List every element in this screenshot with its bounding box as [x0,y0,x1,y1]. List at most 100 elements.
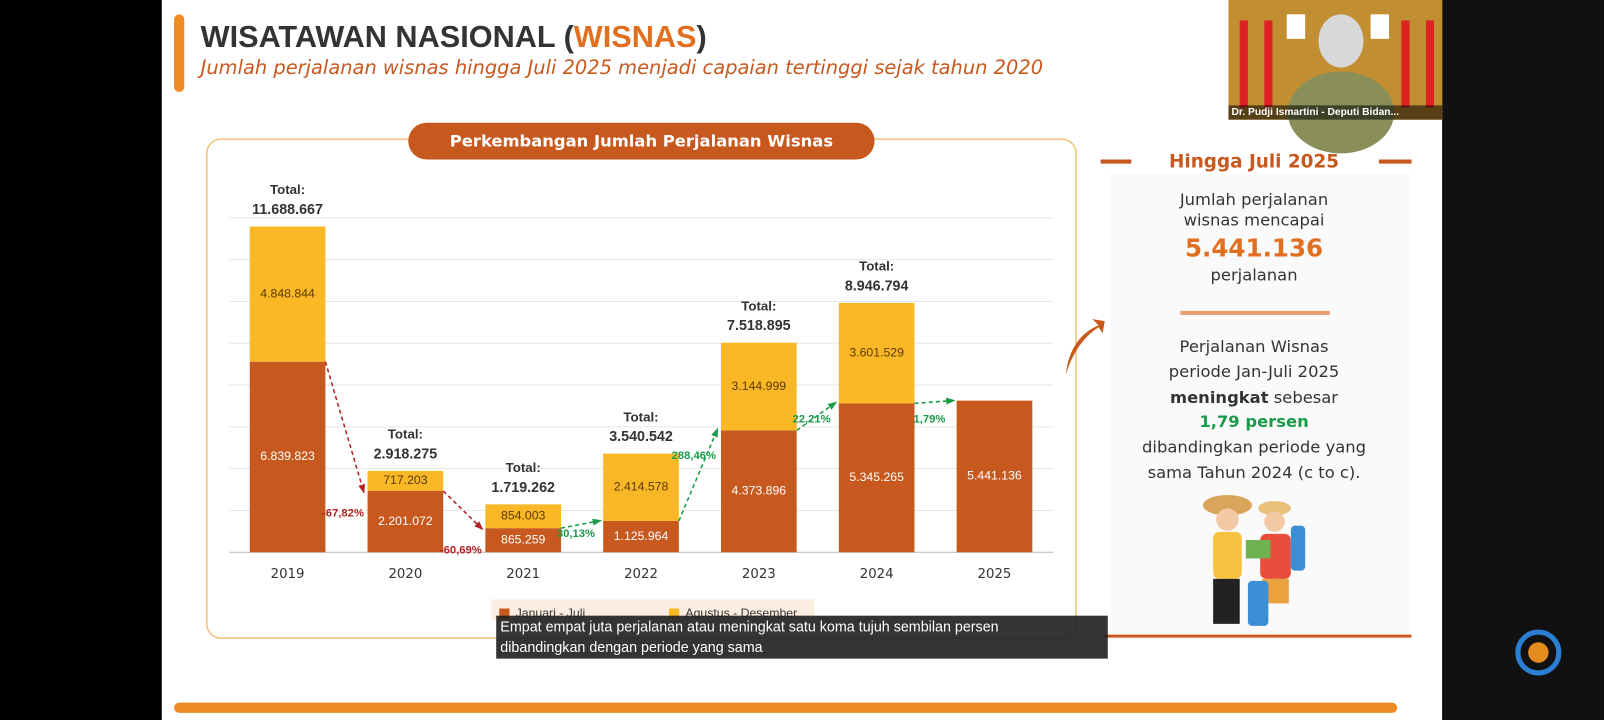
value-label: 6.839.823 [260,449,315,463]
logo [1515,629,1562,676]
bar-segment [603,453,679,521]
chart: 6.839.823 4.848.844 Total: 11.688.667 2019 2.… [229,182,1054,582]
arrow-head [827,401,838,410]
growth-arrow [678,430,718,522]
total-prefix: Total: [270,182,305,197]
value-label: 1.125.964 [614,529,669,543]
x-tick-label: 2023 [742,567,776,582]
flag [1264,20,1273,108]
growth-arrow [796,402,836,432]
title-part: ) [696,19,706,54]
bar-segment [367,490,444,553]
footer-bar [174,702,1398,713]
bar-segment [485,528,562,553]
value-label: 2.201.072 [378,514,433,528]
total-prefix: Total: [741,298,776,313]
bar-segment [249,361,326,553]
x-tick-label: 2024 [860,567,894,582]
growth-label: -60,69% [440,545,482,557]
x-tick-label: 2019 [271,567,305,582]
bar-segment [956,400,1033,553]
value-label: 5.441.136 [967,469,1022,483]
value-label: 854.003 [501,508,546,522]
title-part: WISNAS [574,19,697,54]
value-label: 3.144.999 [732,379,787,393]
growth-arrow [324,361,365,492]
caption-line: dibandingkan dengan periode yang sama [500,640,762,656]
value-label: 4.373.896 [732,484,787,498]
growth-label: -67,82% [322,507,364,519]
side-text: Jumlah perjalanan [1179,190,1328,209]
chart-title: Perkembangan Jumlah Perjalanan Wisnas [450,132,833,151]
bold-word: meningkat [1170,387,1269,406]
bar-segment [249,226,326,362]
arrow-head [946,397,956,405]
slide-subtitle: Jumlah perjalanan wisnas hingga Juli 202… [197,56,1043,79]
portrait [1370,14,1390,39]
value-label: 5.345.265 [849,470,904,484]
arrow-head [592,518,603,526]
bar-segment [603,520,679,553]
value-label: 3.601.529 [849,345,904,359]
participant-name: Dr. Pudji Ismartini - Deputi Bidan... [1232,107,1400,118]
total-label: 1.719.262 [491,480,555,496]
text-part: sebesar [1269,387,1339,406]
total-label: 8.946.794 [845,278,909,294]
travelers-illustration [1202,495,1306,626]
legend-bg [491,599,815,620]
chart-title-pill [408,122,875,160]
side-highlight: 1,79 persen [1199,412,1308,431]
bar-segment [838,403,915,553]
value-label: 865.259 [501,532,546,546]
total-label: 7.518.895 [727,318,791,334]
x-tick-label: 2022 [624,567,658,582]
side-text: perjalanan [1211,266,1298,285]
growth-label: 1,79% [913,413,945,425]
side-text: wisnas mencapai [1184,210,1325,229]
total-label: 11.688.667 [252,202,323,218]
flag [1425,20,1435,108]
bar-segment [721,430,797,553]
legend-swatch [499,608,510,619]
total-label: 2.918.275 [374,446,438,462]
side-text: dibandingkan periode yang [1142,437,1366,456]
side-text: sama Tahun 2024 (c to c). [1148,463,1361,482]
portrait [1286,14,1306,39]
total-prefix: Total: [388,427,423,442]
total-prefix: Total: [623,409,658,424]
title-bar [174,14,185,93]
growth-arrow [442,490,482,529]
growth-arrow [914,399,953,405]
side-number: 5.441.136 [1185,234,1323,263]
flag [1239,20,1248,108]
person-head [1318,14,1364,68]
x-tick-label: 2025 [978,567,1012,582]
growth-arrow [560,520,600,529]
side-text: meningkat sebesar [1170,387,1338,406]
total-prefix: Total: [506,460,541,475]
bar-segment [367,470,444,491]
arrow-head [474,521,484,531]
side-heading: Hingga Juli 2025 [1169,152,1339,173]
caption-bg [496,615,1108,659]
total-label: 3.540.542 [609,429,673,445]
value-label: 4.848.844 [260,286,315,300]
side-text: periode Jan-Juli 2025 [1169,362,1340,381]
total-prefix: Total: [859,259,894,274]
value-label: 717.203 [383,473,428,487]
side-text: Perjalanan Wisnas [1180,337,1329,356]
name-bg [1228,105,1443,120]
side-dark [1442,0,1604,720]
arrow-icon [1065,319,1105,375]
value-label: 2.414.578 [614,479,669,493]
x-tick-label: 2021 [506,567,540,582]
caption-line: Empat empat juta perjalanan atau meningk… [500,620,998,636]
x-tick-label: 2020 [388,567,422,582]
bar-segment [838,302,915,404]
bar-segment [485,504,562,529]
title-part: WISATAWAN NASIONAL ( [201,19,575,54]
growth-label: 288,46% [672,450,716,462]
slide-title: WISATAWAN NASIONAL (WISNAS) [201,19,707,54]
